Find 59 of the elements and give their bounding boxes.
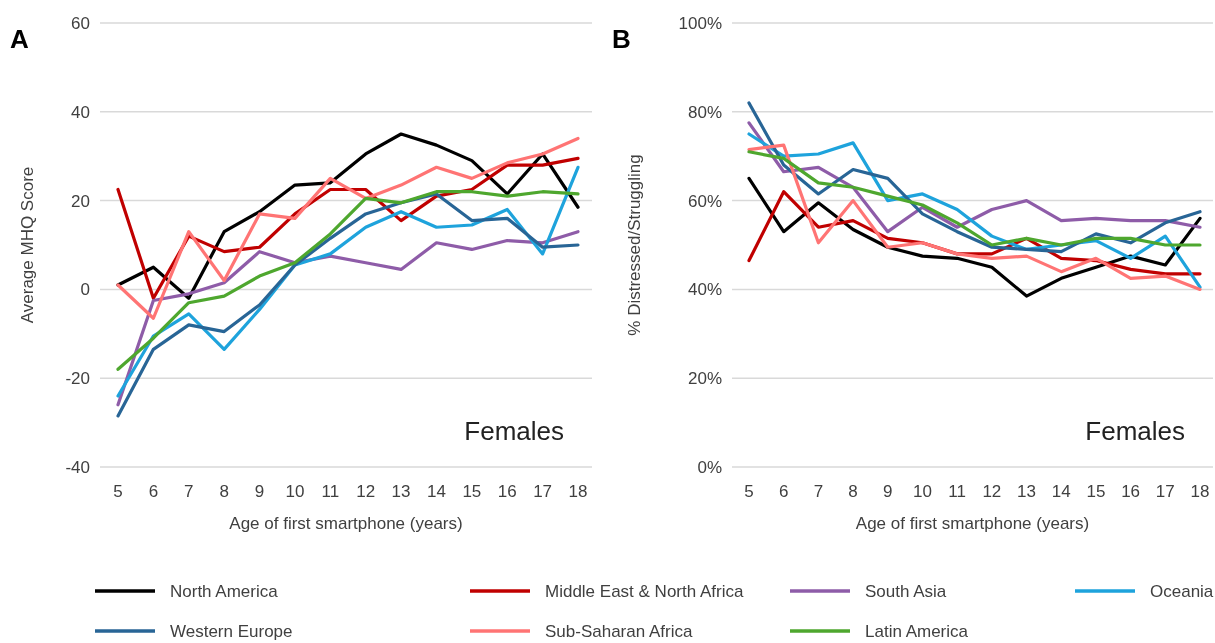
x-tick-label: 17 (1155, 482, 1175, 501)
y-axis-title: % Distressed/Struggling (625, 154, 644, 336)
x-tick-label: 7 (184, 482, 194, 501)
y-tick-label: 0 (80, 280, 90, 300)
x-tick-label: 5 (113, 482, 123, 501)
line-series (747, 101, 1202, 254)
x-tick-label: 16 (1121, 482, 1141, 501)
x-tick-label: 14 (1051, 482, 1071, 501)
y-axis-title: Average MHQ Score (18, 166, 37, 324)
x-tick-label: 12 (356, 482, 376, 501)
x-tick-label: 17 (533, 482, 553, 501)
x-tick-label: 11 (948, 482, 966, 501)
x-tick-label: 6 (148, 482, 159, 501)
x-tick-label: 6 (778, 482, 789, 501)
chart-title: A (10, 24, 29, 54)
y-tick-label: 60% (687, 191, 722, 211)
legend-label: Latin America (865, 621, 969, 641)
x-tick-label: 12 (982, 482, 1002, 501)
x-tick-label: 13 (1017, 482, 1036, 501)
x-axis-title: Age of first smartphone (years) (855, 514, 1090, 533)
y-tick-label: 0% (697, 457, 722, 477)
legend-label: South Asia (865, 581, 947, 601)
x-tick-label: 9 (254, 482, 265, 501)
x-tick-label: 8 (848, 482, 858, 501)
y-tick-label: 20% (687, 369, 722, 389)
legend-label: North America (170, 581, 279, 601)
x-tick-label: 16 (497, 482, 517, 501)
x-tick-label: 9 (883, 482, 893, 501)
annotation: Females (464, 416, 564, 446)
legend-label: Oceania (1150, 581, 1214, 601)
y-tick-label: 100% (678, 13, 722, 33)
y-tick-label: 80% (687, 102, 722, 122)
y-tick-label: 40 (71, 102, 90, 122)
y-tick-label: 20 (71, 191, 90, 211)
y-tick-label: 60 (71, 13, 90, 33)
x-tick-label: 10 (285, 482, 305, 501)
x-tick-label: 7 (813, 482, 824, 501)
x-tick-label: 11 (321, 482, 340, 501)
x-tick-label: 8 (219, 482, 229, 501)
y-tick-label: -40 (65, 457, 90, 477)
y-tick-label: -20 (65, 369, 90, 389)
x-tick-label: 13 (391, 482, 411, 501)
legend-label: Western Europe (170, 621, 293, 641)
x-tick-label: 5 (744, 482, 754, 501)
line-series (116, 190, 580, 371)
legend-label: Middle East & North Africa (545, 581, 744, 601)
chart-title: B (612, 24, 631, 54)
x-tick-label: 14 (427, 482, 446, 501)
x-tick-label: 15 (1086, 482, 1106, 501)
x-tick-label: 18 (1190, 482, 1210, 501)
line-series (747, 150, 1202, 247)
annotation: Females (1085, 416, 1185, 446)
x-tick-label: 10 (913, 482, 932, 501)
x-tick-label: 15 (462, 482, 482, 501)
x-tick-label: 18 (568, 482, 588, 501)
x-axis-title: Age of first smartphone (years) (229, 514, 463, 533)
legend-label: Sub-Saharan Africa (545, 621, 693, 641)
y-tick-label: 40% (687, 280, 722, 300)
line-series (116, 192, 580, 418)
